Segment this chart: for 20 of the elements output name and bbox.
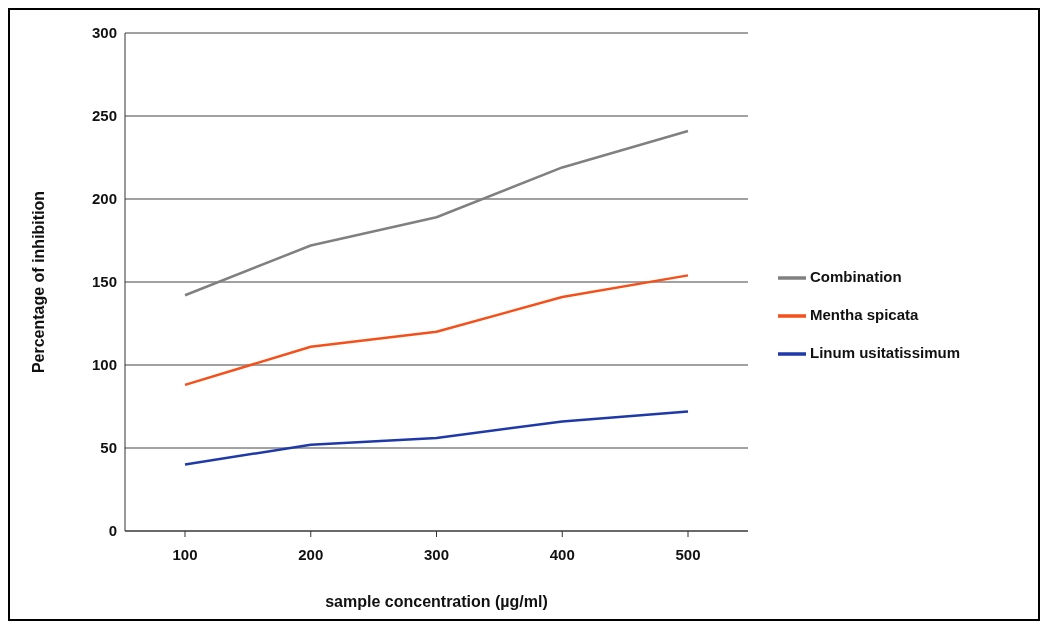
y-tick-label: 300	[91, 24, 117, 42]
legend-label: Combination	[810, 267, 902, 285]
y-tick-label: 150	[91, 273, 117, 291]
y-tick-label: 0	[108, 522, 117, 540]
x-tick-label: 200	[298, 545, 324, 563]
x-tick-label: 100	[172, 545, 198, 563]
x-axis-title: sample concentration (µg/ml)	[325, 593, 548, 610]
line-series	[183, 410, 690, 466]
y-tick-label: 100	[91, 356, 117, 374]
y-tick-label: 200	[91, 190, 117, 208]
x-tick-label: 500	[675, 545, 701, 563]
legend-label: Linum usitatissimum	[810, 343, 961, 361]
y-axis-title: Percentage of inhibition	[29, 190, 47, 374]
line-series	[183, 129, 690, 297]
y-tick-label: 50	[100, 439, 117, 457]
y-tick-label: 250	[91, 107, 117, 125]
x-tick-label: 300	[423, 545, 450, 563]
line-series	[183, 274, 690, 387]
legend-label: Mentha spicata	[810, 305, 919, 323]
x-tick-label: 400	[549, 545, 575, 563]
